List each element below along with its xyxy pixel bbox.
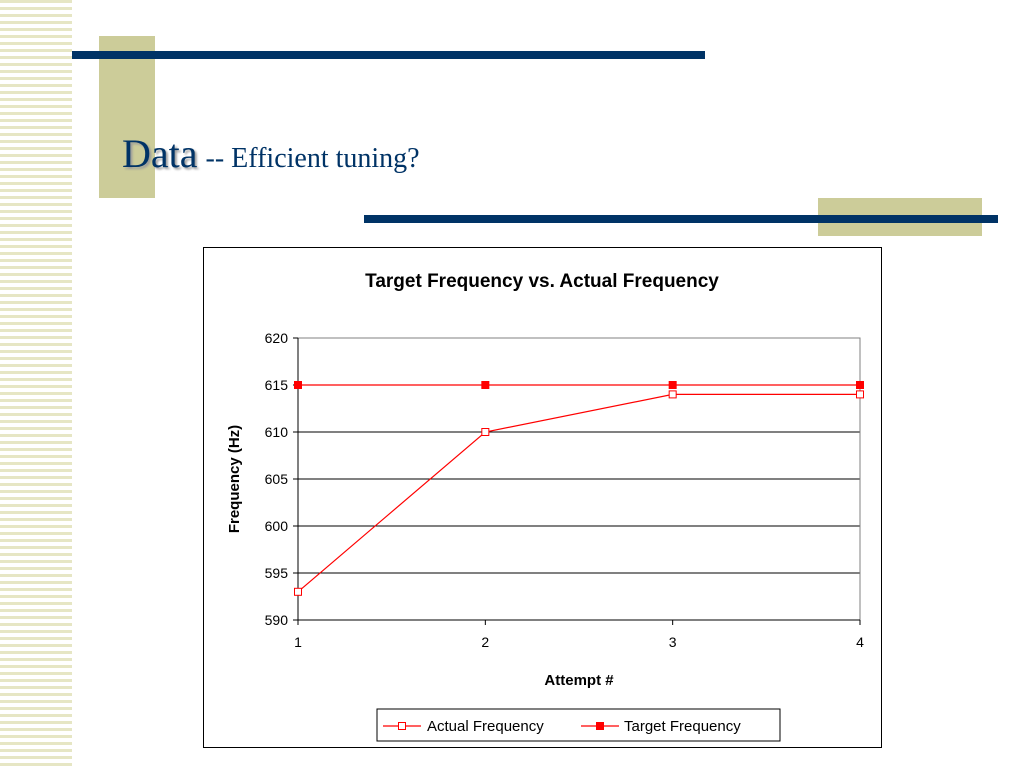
slide-title: Data -- Efficient tuning? (122, 130, 420, 177)
series-line-actual-frequency (297, 393, 860, 593)
x-axis-label: Attempt # (544, 672, 614, 689)
legend-box (376, 708, 781, 742)
decorative-rule-top (72, 51, 705, 59)
x-tick-label: 1 (294, 634, 302, 650)
x-tick-label: 4 (856, 634, 864, 650)
legend: Actual Frequency Target Frequency (376, 708, 781, 742)
decorative-stripe-bar (0, 0, 72, 768)
legend-marker-actual-frequency (398, 722, 406, 730)
slide-title-main: Data (122, 131, 198, 176)
data-point-target-frequency (294, 381, 302, 389)
y-tick-label: 605 (265, 471, 289, 487)
legend-marker-target-frequency (596, 722, 604, 730)
data-point-target-frequency (856, 381, 864, 389)
y-tick-label: 590 (265, 612, 289, 628)
chart-title: Target Frequency vs. Actual Frequency (365, 271, 719, 292)
chart-frame: Target Frequency vs. Actual Frequency 59… (203, 247, 882, 748)
decorative-rule-bottom (364, 215, 998, 223)
slide-title-sub: -- Efficient tuning? (205, 143, 420, 174)
data-point-actual-frequency (294, 587, 302, 596)
y-tick-label: 610 (265, 424, 289, 440)
y-tick-label: 615 (265, 377, 289, 393)
axes: 590 595 600 605 610 615 620 1 2 3 4 (265, 330, 864, 650)
legend-label-actual-frequency: Actual Frequency (427, 718, 544, 735)
x-tick-label: 3 (669, 634, 677, 650)
data-point-target-frequency (481, 381, 490, 389)
data-point-actual-frequency (481, 428, 490, 436)
series (294, 381, 864, 596)
line-chart: Target Frequency vs. Actual Frequency 59… (226, 271, 864, 742)
y-tick-label: 595 (265, 565, 289, 581)
y-tick-label: 600 (265, 518, 289, 534)
x-tick-label: 2 (481, 634, 489, 650)
data-point-target-frequency (668, 381, 677, 389)
data-point-actual-frequency (856, 390, 864, 399)
y-tick-label: 620 (265, 330, 289, 346)
data-point-actual-frequency (668, 390, 677, 399)
y-axis-label: Frequency (Hz) (226, 425, 243, 533)
decorative-tan-block-left (99, 36, 155, 198)
legend-label-target-frequency: Target Frequency (624, 718, 741, 735)
